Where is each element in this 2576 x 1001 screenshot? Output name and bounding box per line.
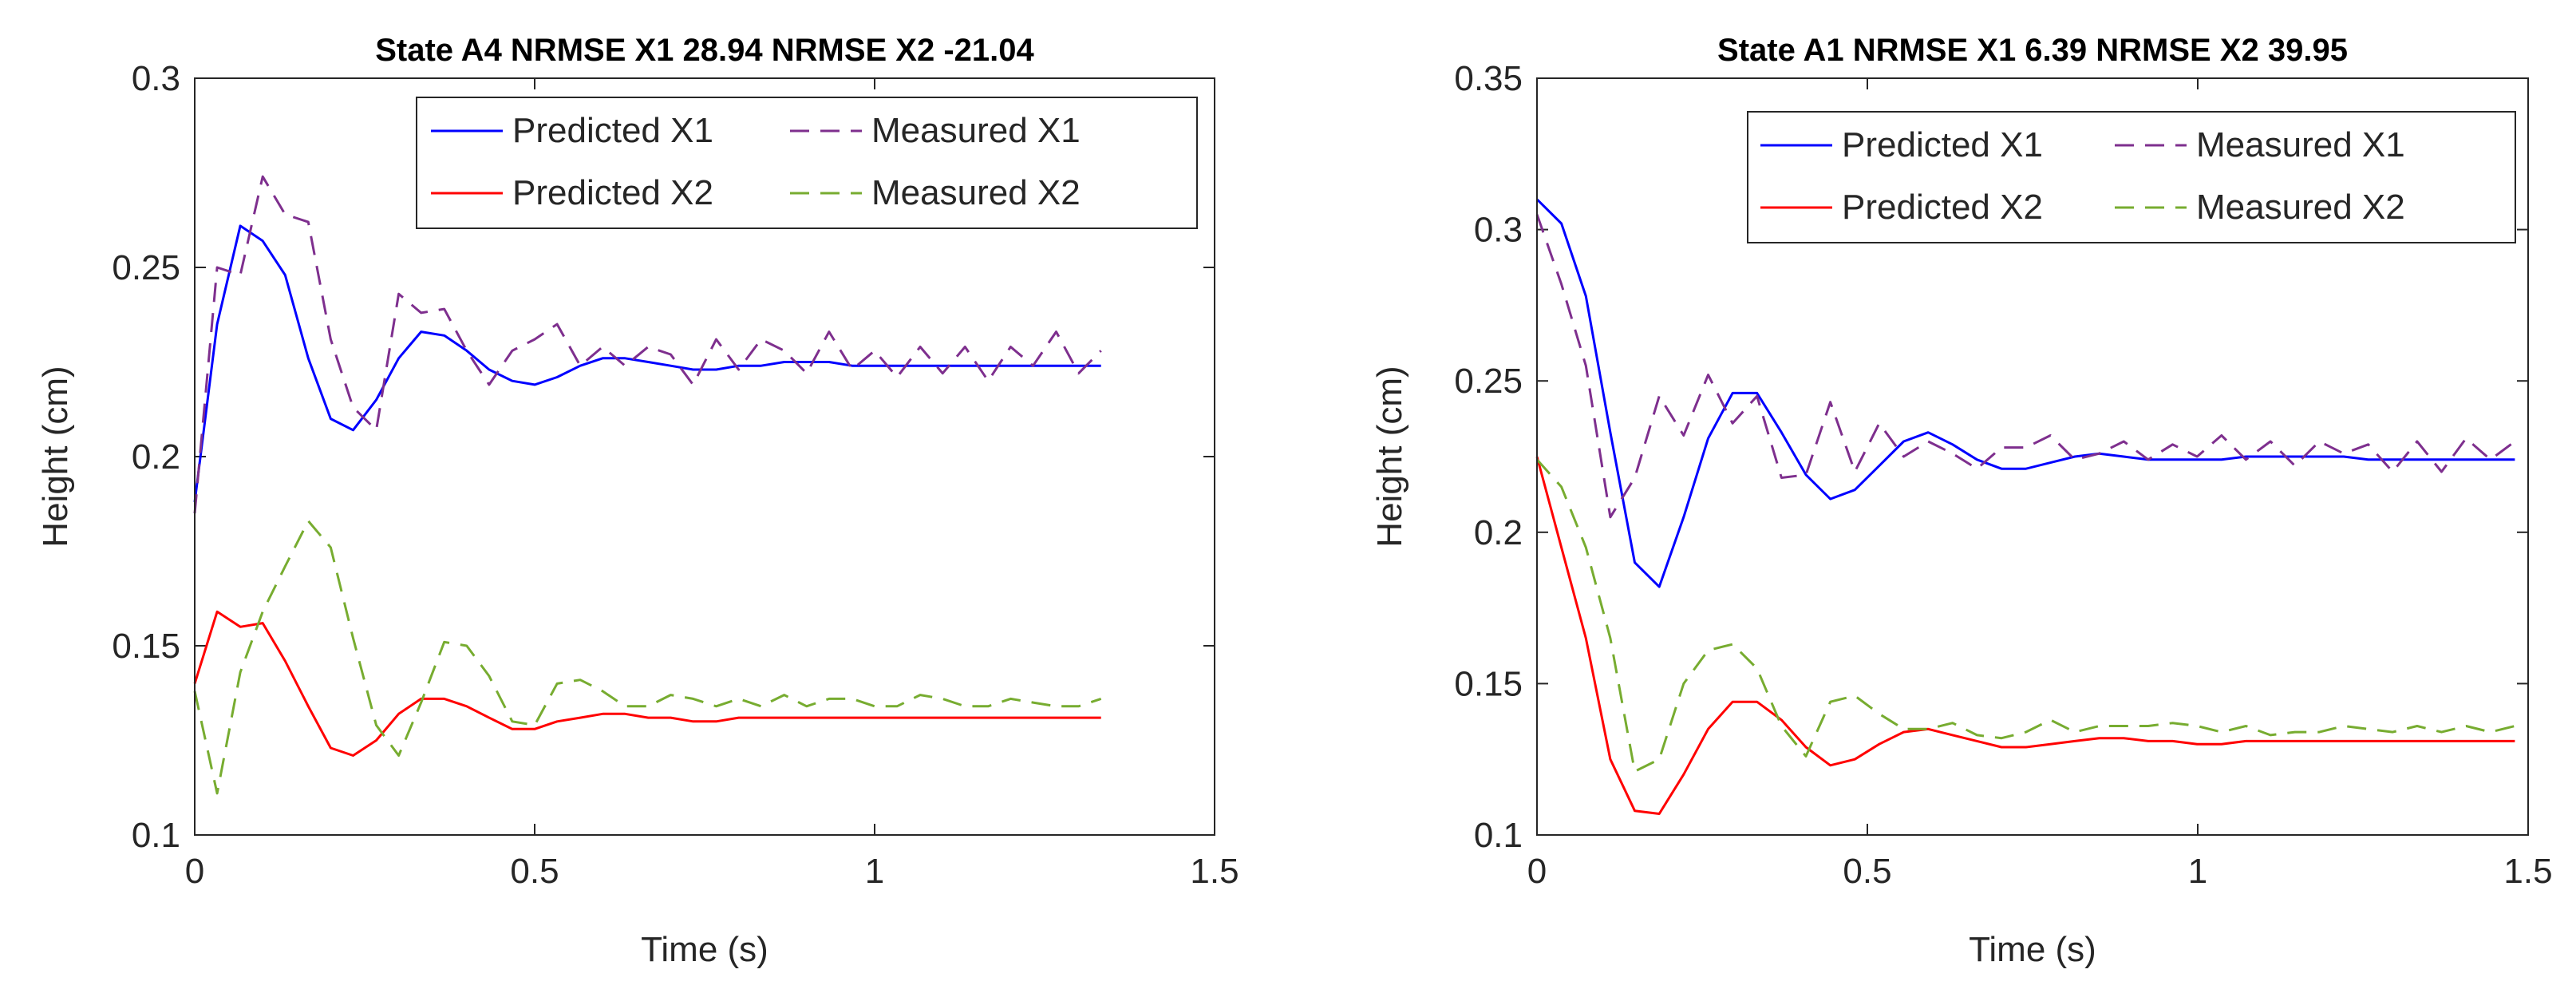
x-axis-label-left: Time (s) (641, 930, 768, 969)
x-tick-label: 1.5 (2503, 852, 2552, 891)
x-tick-label: 0.5 (510, 852, 559, 891)
legend-right: Predicted X1 Measured X1 Predicted X2 Me… (1747, 111, 2516, 243)
y-tick-label: 0.2 (1474, 513, 1523, 552)
legend-label-measured-x1-right: Measured X1 (2196, 125, 2405, 164)
legend-label-measured-x1-left: Measured X1 (871, 111, 1081, 150)
x-axis-label-right: Time (s) (1969, 930, 2096, 969)
legend-left: Predicted X1 Measured X1 Predicted X2 Me… (416, 97, 1198, 229)
x-tick-label: 0.5 (1843, 852, 1891, 891)
legend-label-measured-x2-left: Measured X2 (871, 173, 1081, 212)
y-tick-label: 0.15 (112, 627, 180, 666)
series-line-predicted-x2 (193, 610, 1101, 757)
series-lines-right (1535, 198, 2516, 815)
axes-box-right (1536, 77, 2529, 836)
legend-label-predicted-x2-right: Predicted X2 (1842, 188, 2043, 227)
y-tick-label: 0.3 (132, 59, 180, 98)
series-line-measured-x1 (1535, 214, 2516, 519)
ticks-right: 0 0.5 1 1.5 0.1 0.15 0.2 0.25 0.3 0.35 (1454, 59, 2552, 891)
legend-label-predicted-x2-left: Predicted X2 (512, 173, 713, 212)
y-tick-label: 0.3 (1474, 211, 1523, 250)
legend-label-predicted-x1-left: Predicted X1 (512, 111, 713, 150)
ticks-left: 0 0.5 1 1.5 0.1 0.15 0.2 0.25 0.3 (112, 59, 1239, 891)
legend-box-left (416, 97, 1198, 229)
x-tick-label: 1 (2188, 852, 2207, 891)
series-line-measured-x2 (193, 520, 1102, 795)
y-tick-label: 0.1 (1474, 816, 1523, 855)
y-tick-label: 0.15 (1454, 664, 1523, 703)
series-line-predicted-x1 (1535, 198, 2515, 588)
y-tick-label: 0.25 (1454, 362, 1523, 401)
x-tick-label: 1.5 (1190, 852, 1239, 891)
legend-label-measured-x2-right: Measured X2 (2196, 188, 2405, 227)
y-tick-label: 0.1 (132, 816, 180, 855)
y-axis-label-right: Height (cm) (1370, 366, 1409, 547)
series-line-measured-x2 (1535, 458, 2515, 773)
axes-box-left (194, 77, 1215, 836)
x-tick-label: 0 (185, 852, 204, 891)
subplot-left: State A4 NRMSE X1 28.94 NRMSE X2 -21.04 … (36, 33, 1239, 969)
chart-title-right: State A1 NRMSE X1 6.39 NRMSE X2 39.95 (1717, 33, 2348, 68)
y-tick-label: 0.25 (112, 248, 180, 287)
y-axis-label-left: Height (cm) (36, 366, 75, 547)
series-line-measured-x1 (193, 175, 1102, 514)
y-tick-label: 0.2 (132, 437, 180, 477)
series-line-predicted-x2 (1535, 456, 2515, 815)
y-tick-label: 0.35 (1454, 59, 1523, 98)
series-lines-left (193, 175, 1102, 795)
legend-label-predicted-x1-right: Predicted X1 (1842, 125, 2043, 164)
chart-title-left: State A4 NRMSE X1 28.94 NRMSE X2 -21.04 (375, 33, 1034, 68)
x-tick-label: 1 (865, 852, 884, 891)
x-tick-label: 0 (1527, 852, 1547, 891)
legend-box-right (1747, 111, 2516, 243)
